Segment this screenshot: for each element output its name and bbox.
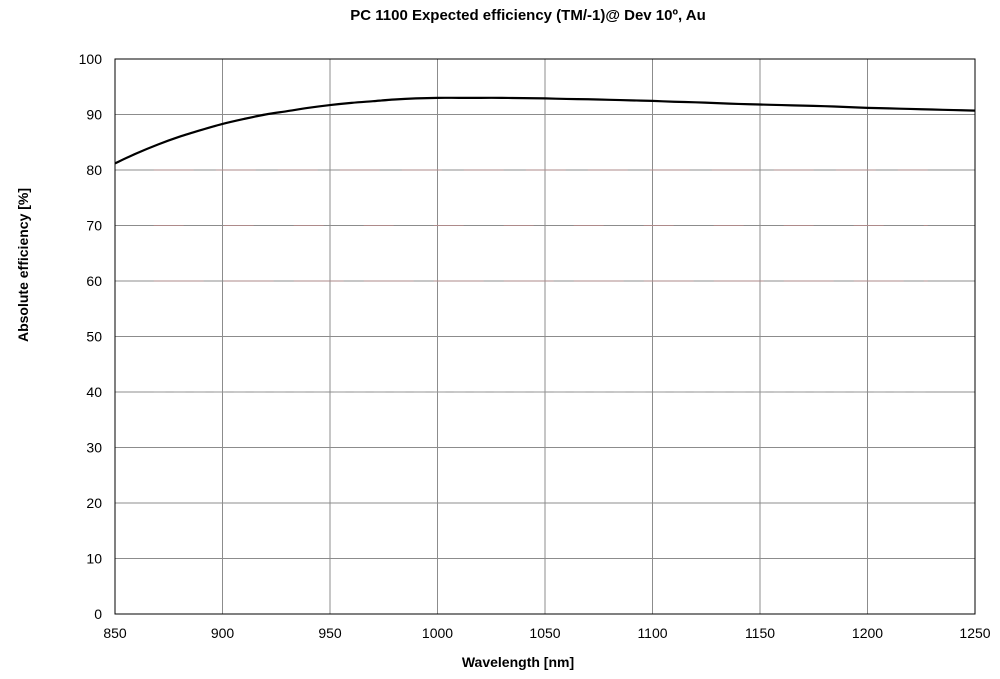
y-tick-label: 50 (86, 329, 102, 345)
y-tick-label: 90 (86, 107, 102, 123)
y-axis-label: Absolute efficiency [%] (15, 188, 31, 342)
series-layer (114, 96, 976, 165)
x-tick-label: 950 (318, 625, 342, 641)
y-tick-label: 20 (86, 495, 102, 511)
y-tick-label: 0 (94, 606, 102, 622)
y-tick-label: 40 (86, 384, 102, 400)
y-tick-label: 30 (86, 440, 102, 456)
x-tick-labels: 850 900 950 1000 1050 1100 1150 1200 1250 (103, 625, 990, 641)
x-axis-label: Wavelength [nm] (462, 654, 574, 670)
y-tick-label: 70 (86, 218, 102, 234)
grid-lines (114, 58, 976, 615)
y-tick-label: 100 (79, 51, 103, 67)
y-tick-label: 10 (86, 551, 102, 567)
efficiency-curve (114, 96, 976, 165)
x-tick-label: 1100 (637, 625, 667, 641)
plot-frame (114, 58, 976, 615)
x-tick-label: 1250 (959, 625, 990, 641)
x-tick-label: 1200 (852, 625, 883, 641)
x-tick-label: 1150 (745, 625, 775, 641)
chart-title: PC 1100 Expected efficiency (TM/-1)@ Dev… (350, 7, 706, 24)
x-tick-label: 850 (103, 625, 127, 641)
x-tick-label: 900 (211, 625, 235, 641)
faint-dashed-lines (153, 169, 928, 393)
x-tick-label: 1050 (529, 625, 560, 641)
y-tick-label: 60 (86, 273, 102, 289)
y-tick-labels: 0 10 20 30 40 50 60 70 80 90 100 (79, 51, 103, 622)
x-tick-label: 1000 (422, 625, 453, 641)
y-tick-label: 80 (86, 162, 102, 178)
